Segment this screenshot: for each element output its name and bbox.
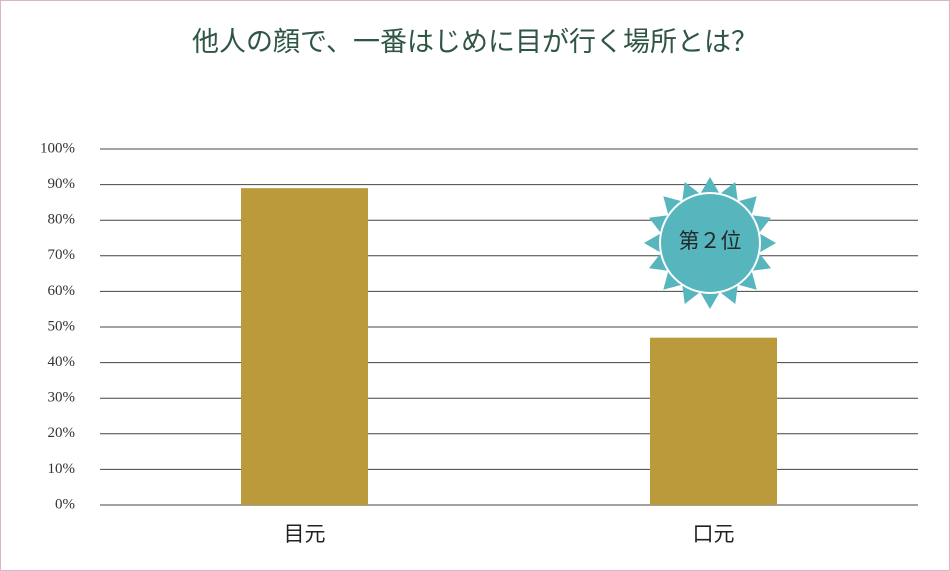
badge-ring <box>659 192 761 294</box>
y-tick-label: 50% <box>48 318 76 334</box>
bar <box>241 188 368 505</box>
y-tick-label: 70% <box>48 247 76 263</box>
y-tick-label: 100% <box>40 140 75 156</box>
y-tick-label: 80% <box>48 212 76 228</box>
x-tick-label: 口元 <box>693 522 735 546</box>
y-tick-label: 40% <box>48 354 76 370</box>
y-tick-label: 60% <box>48 283 76 299</box>
y-tick-label: 10% <box>48 461 76 477</box>
badge-label: 第２位 <box>679 229 742 253</box>
bar <box>650 337 777 505</box>
y-tick-label: 0% <box>55 496 75 512</box>
rank-badge: 第２位 <box>644 177 776 309</box>
x-tick-label: 目元 <box>284 522 326 546</box>
y-tick-label: 20% <box>48 425 76 441</box>
y-tick-label: 90% <box>48 176 76 192</box>
y-tick-label: 30% <box>48 390 76 406</box>
chart-title: 他人の顔で、一番はじめに目が行く場所とは？ <box>192 27 758 57</box>
badge-star <box>644 177 776 309</box>
